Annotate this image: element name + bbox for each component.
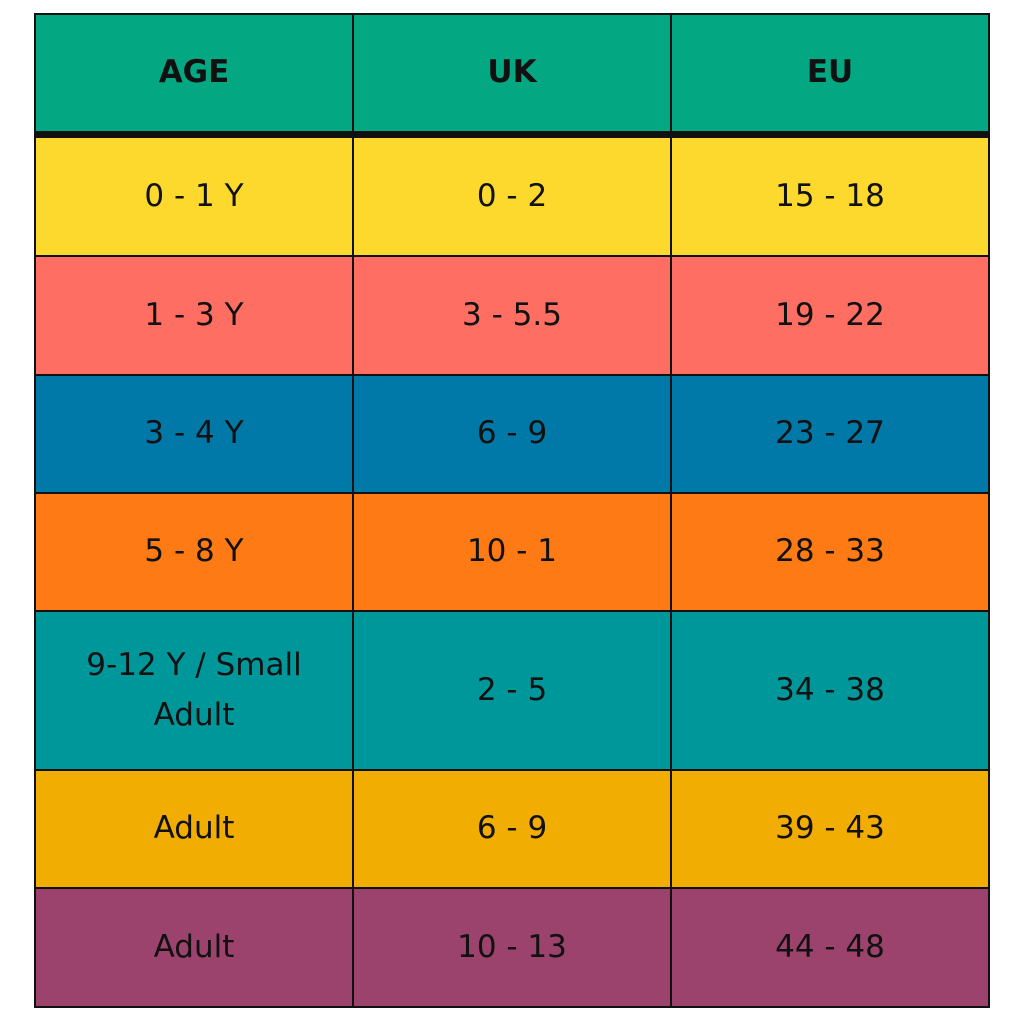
table-cell: 3 - 5.5 xyxy=(352,255,672,376)
cell-text: 1 - 3 Y xyxy=(144,296,244,333)
table-cell: 0 - 2 xyxy=(352,133,672,257)
table-cell: 3 - 4 Y xyxy=(34,374,354,494)
table-row: 5 - 8 Y 10 - 1 28 - 33 xyxy=(34,492,990,612)
table-cell: 6 - 9 xyxy=(352,769,672,889)
cell-text: 6 - 9 xyxy=(476,415,548,452)
table-header: AGE UK EU xyxy=(34,13,990,138)
table-cell: 15 - 18 xyxy=(670,133,990,257)
header-text: UK xyxy=(487,54,537,91)
cell-text: 34 - 38 xyxy=(775,671,885,708)
table-row: 0 - 1 Y 0 - 2 15 - 18 xyxy=(34,133,990,257)
table-cell: 39 - 43 xyxy=(670,769,990,889)
cell-text: 3 - 5.5 xyxy=(462,296,562,333)
header-cell: AGE xyxy=(34,13,354,138)
cell-text: 44 - 48 xyxy=(775,928,885,965)
table-cell: 6 - 9 xyxy=(352,374,672,494)
cell-text: 5 - 8 Y xyxy=(144,533,244,570)
table-cell: 23 - 27 xyxy=(670,374,990,494)
table-cell: 44 - 48 xyxy=(670,887,990,1008)
table-body: 0 - 1 Y 0 - 2 15 - 18 1 - 3 Y 3 - 5.5 19 - 22… xyxy=(34,133,990,1008)
header-row: AGE UK EU xyxy=(34,13,990,138)
table-cell: 0 - 1 Y xyxy=(34,133,354,257)
header-cell: UK xyxy=(352,13,672,138)
table-cell: Adult xyxy=(34,887,354,1008)
header-text: EU xyxy=(806,54,854,91)
cell-text: 10 - 1 xyxy=(466,533,558,570)
table-cell: 28 - 33 xyxy=(670,492,990,612)
table-cell: 9-12 Y / Small Adult xyxy=(34,610,354,771)
table-cell: 10 - 13 xyxy=(352,887,672,1008)
cell-text: 10 - 13 xyxy=(457,928,567,965)
header-text: AGE xyxy=(158,54,230,91)
cell-text: 6 - 9 xyxy=(476,810,548,847)
cell-text: 28 - 33 xyxy=(775,533,885,570)
table-row: Adult 6 - 9 39 - 43 xyxy=(34,769,990,889)
table-row: 9-12 Y / Small Adult 2 - 5 34 - 38 xyxy=(34,610,990,771)
table-cell: 1 - 3 Y xyxy=(34,255,354,376)
size-table: AGE UK EU 0 - 1 Y 0 - 2 15 - 18 1 - 3 Y 3 - 5.… xyxy=(34,13,990,1008)
cell-text: 0 - 2 xyxy=(476,177,548,214)
table-row: 3 - 4 Y 6 - 9 23 - 27 xyxy=(34,374,990,494)
cell-text: Adult xyxy=(153,810,235,847)
cell-text: 23 - 27 xyxy=(775,415,885,452)
table-cell: 34 - 38 xyxy=(670,610,990,771)
header-cell: EU xyxy=(670,13,990,138)
cell-text: 2 - 5 xyxy=(476,671,548,708)
cell-text: 19 - 22 xyxy=(775,296,885,333)
cell-text: 9-12 Y / Small Adult xyxy=(86,646,302,733)
cell-text: 15 - 18 xyxy=(775,177,885,214)
cell-text: 39 - 43 xyxy=(775,810,885,847)
cell-text: 3 - 4 Y xyxy=(144,415,244,452)
table-cell: 10 - 1 xyxy=(352,492,672,612)
table-cell: 2 - 5 xyxy=(352,610,672,771)
table-row: Adult 10 - 13 44 - 48 xyxy=(34,887,990,1008)
cell-text: Adult xyxy=(153,928,235,965)
table-row: 1 - 3 Y 3 - 5.5 19 - 22 xyxy=(34,255,990,376)
table-cell: Adult xyxy=(34,769,354,889)
table-cell: 5 - 8 Y xyxy=(34,492,354,612)
cell-text: 0 - 1 Y xyxy=(144,177,244,214)
table-cell: 19 - 22 xyxy=(670,255,990,376)
